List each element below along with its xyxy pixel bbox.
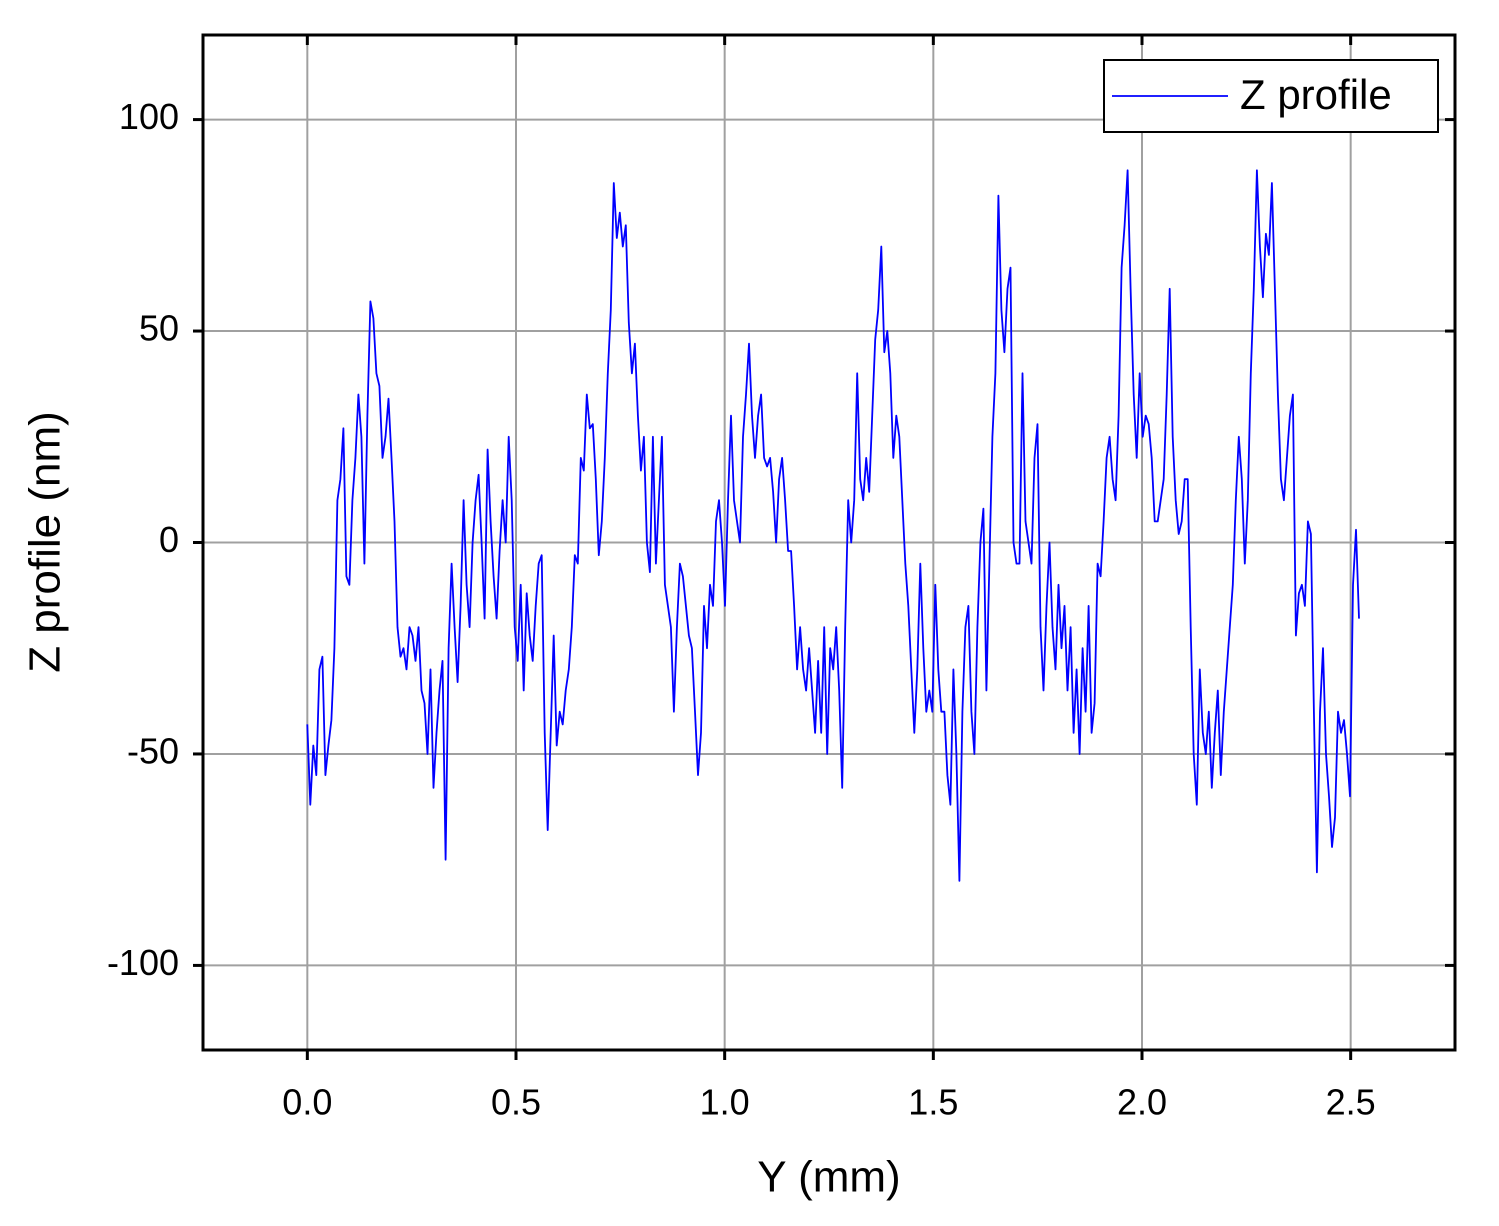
y-tick-label: -100: [107, 942, 179, 983]
x-tick-label: 0.0: [282, 1082, 332, 1123]
line-series: [306, 169, 1360, 882]
x-axis-title: Y (mm): [757, 1153, 900, 1202]
x-tick-label: 2.5: [1326, 1082, 1376, 1123]
x-tick-label: 1.5: [908, 1082, 958, 1123]
legend-label: Z profile: [1240, 71, 1392, 118]
x-tick-label: 0.5: [491, 1082, 541, 1123]
x-tick-label: 1.0: [700, 1082, 750, 1123]
plot-frame: [201, 33, 1457, 1052]
y-tick-label: -50: [127, 730, 179, 771]
x-tick-label: 2.0: [1117, 1082, 1167, 1123]
y-axis-title: Z profile (nm): [21, 411, 70, 673]
y-tick-label: 50: [139, 308, 179, 349]
y-tick-label: 100: [119, 96, 179, 137]
y-tick-label: 0: [159, 519, 179, 560]
